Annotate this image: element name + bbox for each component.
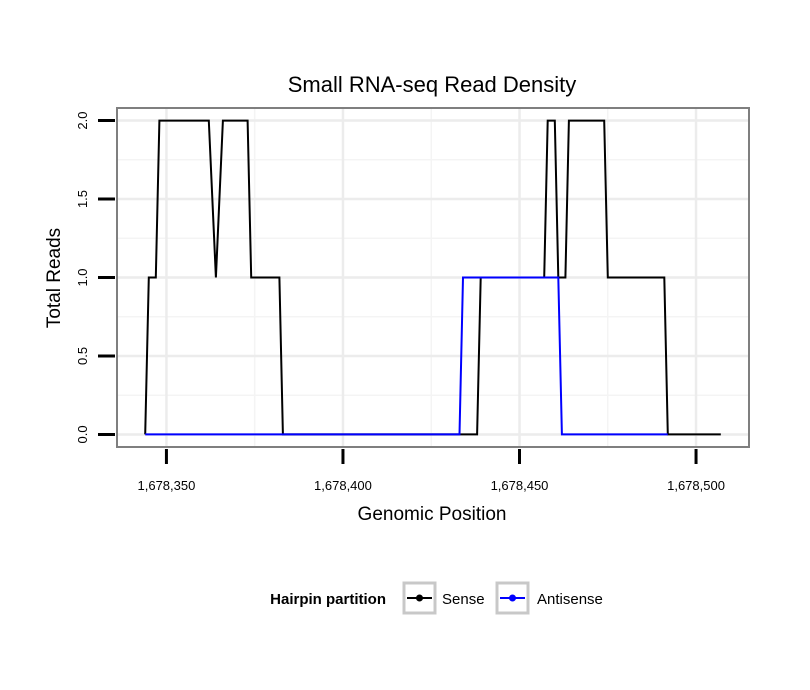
x-axis: 1,678,350 1,678,400 1,678,450 1,678,500 [138,449,725,493]
x-axis-label: Genomic Position [358,504,507,525]
series-line-antisense [145,276,668,436]
x-tick-label: 1,678,350 [138,478,196,493]
series-line-sense [144,119,721,436]
plot-panel [116,107,750,448]
x-tick-label: 1,678,450 [491,478,549,493]
x-tick-label: 1,678,400 [314,478,372,493]
y-axis-label: Total Reads [44,228,65,328]
y-axis: 0.0 0.5 1.0 1.5 2.0 [75,112,115,443]
legend: Hairpin partition Sense Antisense [270,581,603,615]
y-tick-label: 0.5 [75,347,90,365]
y-tick-label: 2.0 [75,112,90,130]
y-tick-label: 1.0 [75,268,90,286]
legend-label-antisense: Antisense [537,591,603,608]
legend-marker [416,594,423,602]
legend-marker [509,594,516,602]
legend-label-sense: Sense [442,591,485,608]
y-tick-label: 1.5 [75,190,90,208]
legend-title: Hairpin partition [270,591,386,608]
chart-title: Small RNA-seq Read Density [288,72,577,97]
y-tick-label: 0.0 [75,425,90,443]
series-group [144,119,721,436]
x-tick-label: 1,678,500 [667,478,725,493]
